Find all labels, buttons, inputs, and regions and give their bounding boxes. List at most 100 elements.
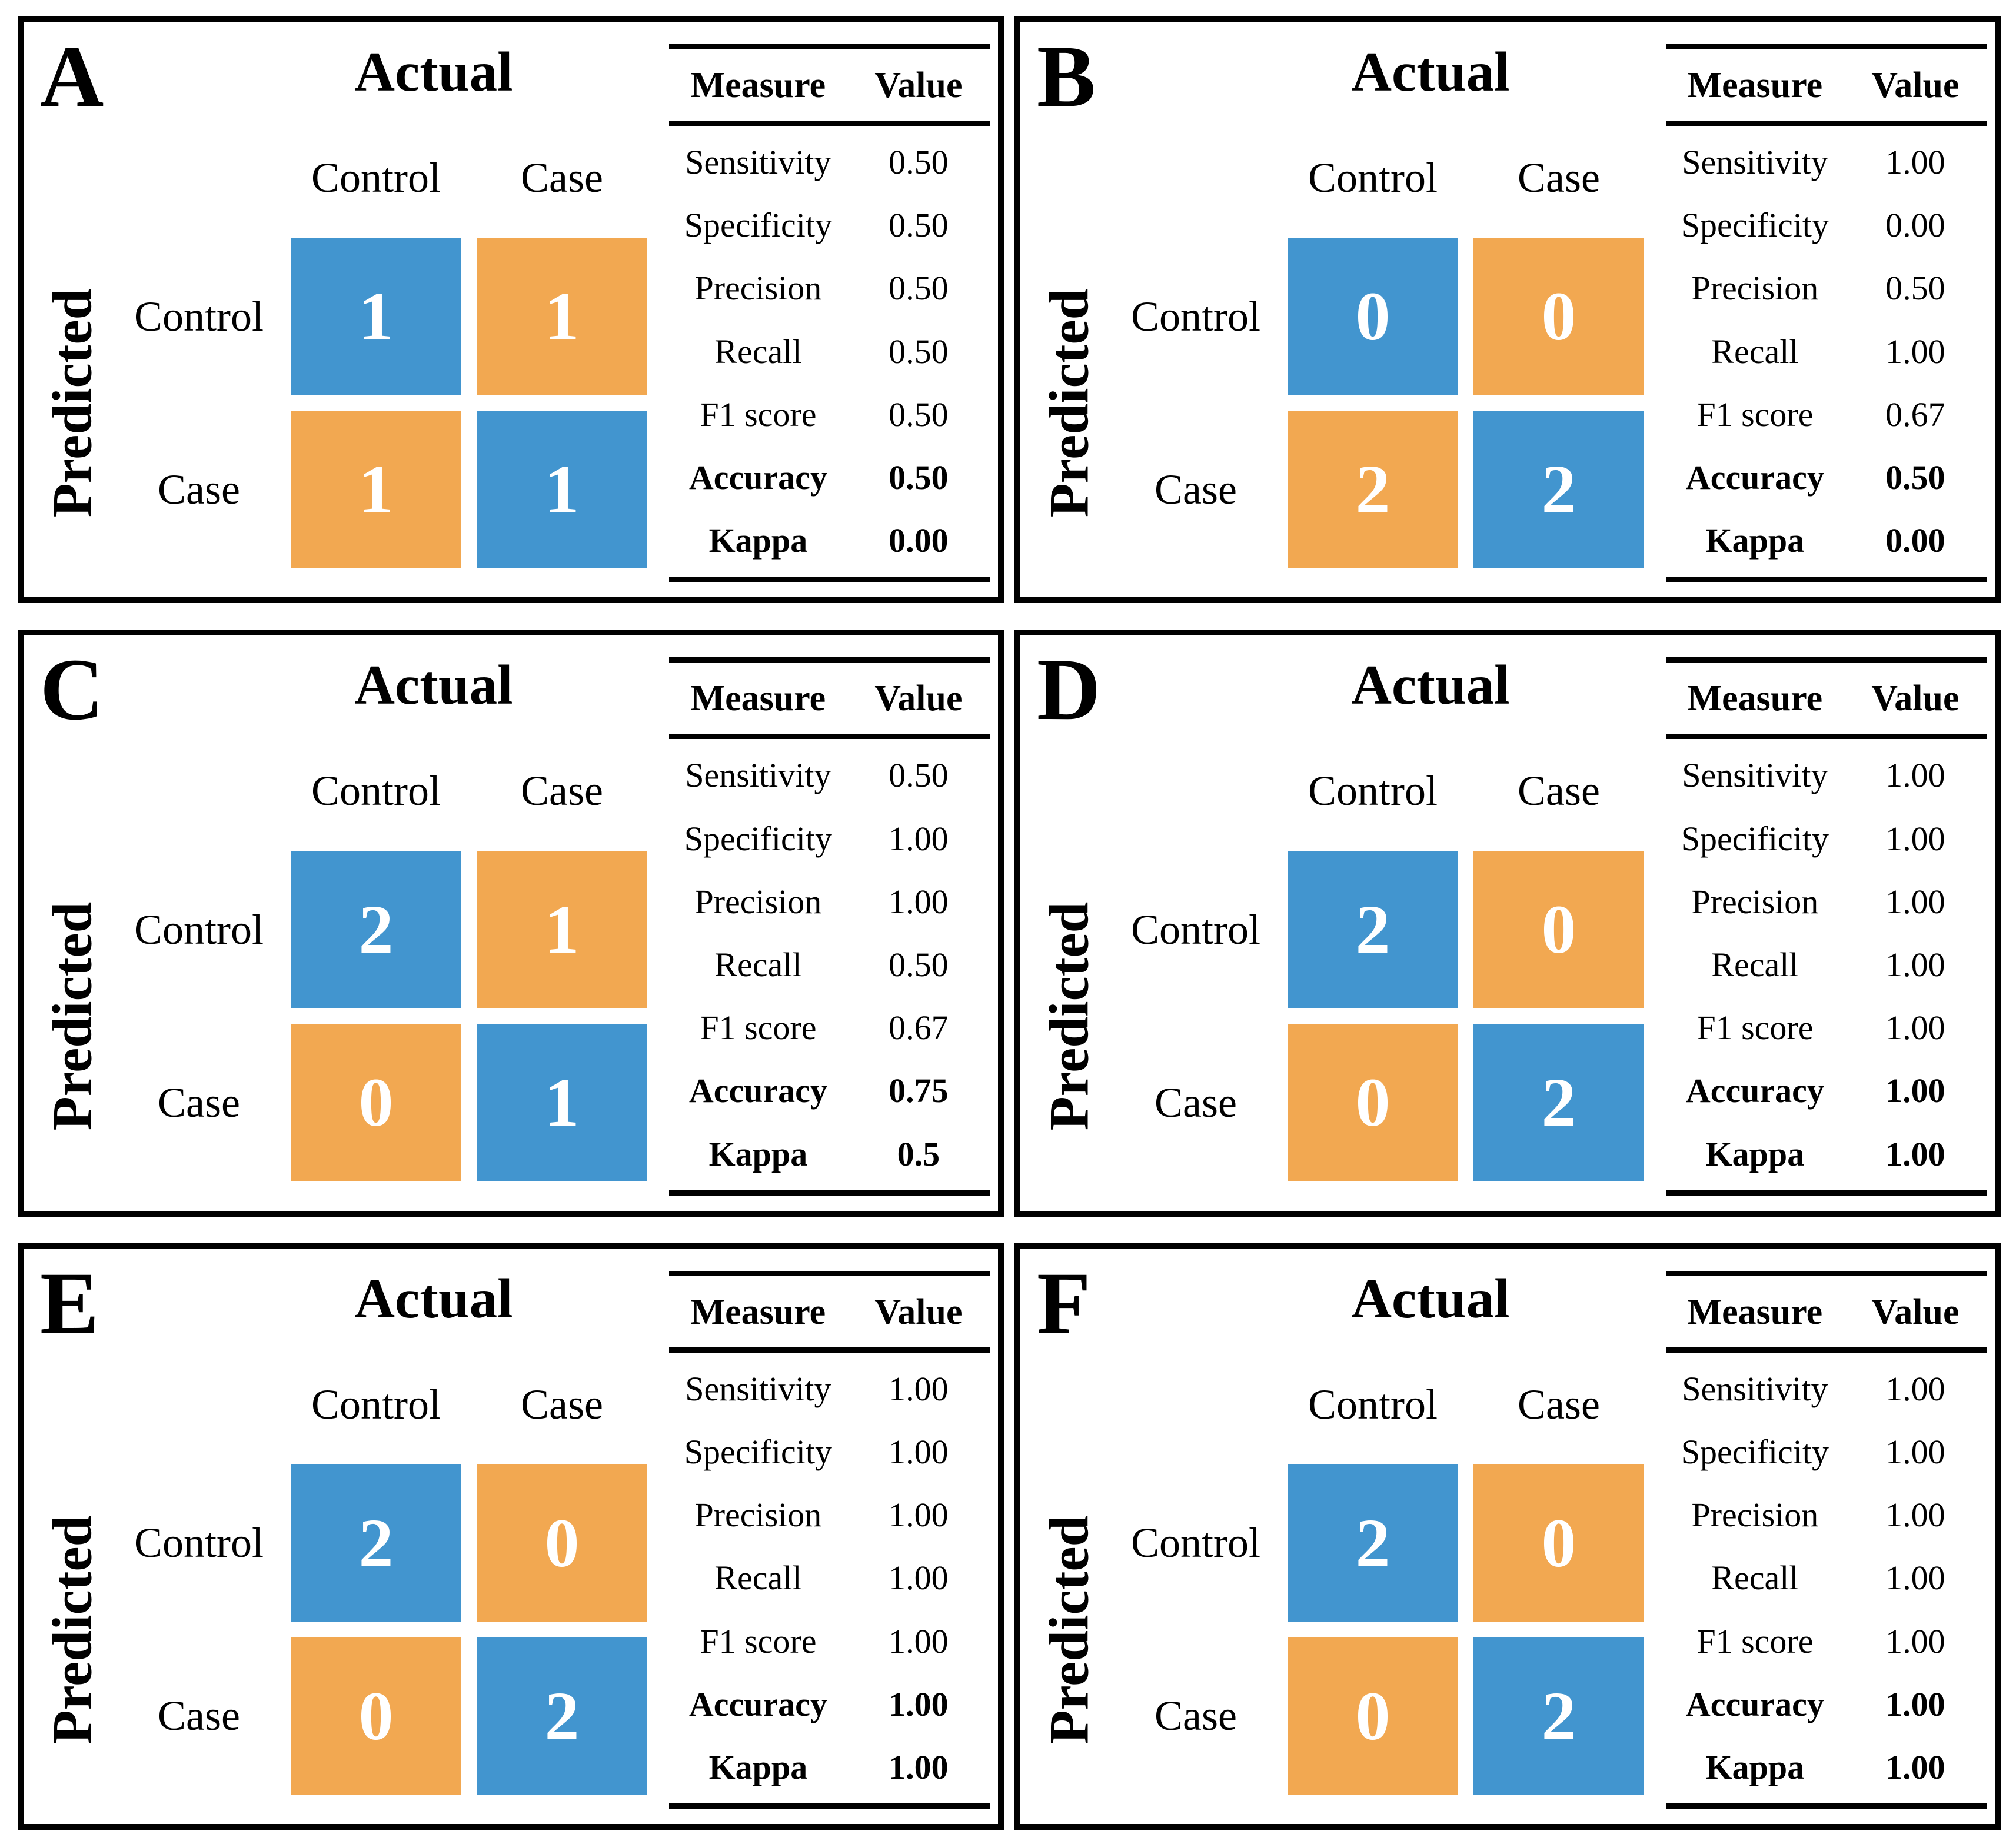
measure-row: Accuracy 1.00 bbox=[1666, 1071, 1987, 1110]
measures-body: Sensitivity 1.00 Specificity 1.00 Precis… bbox=[1666, 1353, 1987, 1803]
actual-col-label-case: Case bbox=[1518, 1380, 1600, 1428]
actual-col-label-case: Case bbox=[1518, 154, 1600, 201]
measure-row: Kappa 1.00 bbox=[1666, 1134, 1987, 1174]
cell-pred-control-actual-control: 2 bbox=[1288, 851, 1458, 1009]
measure-row: F1 score 0.67 bbox=[1666, 395, 1987, 434]
measure-label: Specificity bbox=[684, 1432, 833, 1471]
measure-label: Recall bbox=[714, 1559, 802, 1597]
measure-value: 1.00 bbox=[1885, 1622, 1945, 1660]
predicted-row-label-case: Case bbox=[158, 465, 240, 513]
measure-label: Recall bbox=[714, 945, 802, 984]
measure-row: Sensitivity 0.50 bbox=[669, 142, 990, 182]
measure-value: 1.00 bbox=[1885, 756, 1945, 795]
predicted-axis-label: Predicted bbox=[41, 1515, 103, 1744]
measure-value: 0.50 bbox=[889, 143, 949, 182]
cell-pred-control-actual-case: 0 bbox=[1473, 238, 1644, 395]
panel-letter: C bbox=[40, 641, 104, 739]
cell-pred-control-actual-control: 2 bbox=[291, 1464, 461, 1622]
measure-row: Sensitivity 1.00 bbox=[669, 1369, 990, 1409]
measure-value: 1.00 bbox=[889, 1748, 949, 1786]
confusion-matrix: Actual Control Case Predicted Control Ca… bbox=[36, 1260, 647, 1813]
measure-row: Recall 0.50 bbox=[669, 332, 990, 371]
actual-axis-label: Actual bbox=[354, 1267, 513, 1330]
measure-label: Precision bbox=[694, 269, 822, 308]
measure-label: Accuracy bbox=[688, 1071, 827, 1110]
confusion-matrix: Actual Control Case Predicted Control Ca… bbox=[36, 647, 647, 1200]
measure-column-header: Measure bbox=[690, 678, 826, 719]
measures-body: Sensitivity 1.00 Specificity 1.00 Precis… bbox=[669, 1353, 990, 1803]
measure-label: Accuracy bbox=[1685, 1685, 1824, 1723]
confusion-matrix-panel: A Actual Control Case Predicted Control … bbox=[18, 16, 1004, 604]
measure-label: Specificity bbox=[684, 206, 833, 245]
measure-column-header: Measure bbox=[1687, 65, 1823, 105]
actual-axis-label: Actual bbox=[354, 41, 513, 103]
cell-pred-case-actual-control: 0 bbox=[291, 1024, 461, 1182]
measure-label: Accuracy bbox=[688, 1685, 827, 1723]
cell-pred-control-actual-control: 2 bbox=[1288, 1464, 1458, 1622]
measures-body: Sensitivity 1.00 Specificity 1.00 Precis… bbox=[1666, 739, 1987, 1190]
measure-label: F1 score bbox=[700, 1008, 817, 1047]
measures-table-header: Measure Value bbox=[1666, 1276, 1987, 1353]
actual-axis-label: Actual bbox=[354, 654, 513, 717]
value-column-header: Value bbox=[1871, 678, 1960, 719]
cell-pred-control-actual-case: 1 bbox=[477, 238, 647, 395]
measure-label: Kappa bbox=[1705, 521, 1805, 560]
measure-label: Kappa bbox=[1705, 1134, 1805, 1173]
cell-pred-case-actual-case: 2 bbox=[477, 1637, 647, 1795]
actual-col-label-case: Case bbox=[521, 154, 603, 201]
measure-row: F1 score 0.67 bbox=[669, 1008, 990, 1047]
cell-pred-control-actual-case: 1 bbox=[477, 851, 647, 1009]
actual-col-label-control: Control bbox=[1308, 767, 1438, 815]
measure-row: Recall 1.00 bbox=[1666, 332, 1987, 371]
measure-row: F1 score 1.00 bbox=[1666, 1008, 1987, 1047]
measure-label: Specificity bbox=[684, 819, 833, 858]
measure-value: 1.00 bbox=[1885, 819, 1945, 858]
value-column-header: Value bbox=[874, 1292, 963, 1332]
predicted-row-label-control: Control bbox=[1130, 1519, 1260, 1567]
measure-value: 1.00 bbox=[1885, 1369, 1945, 1408]
measure-value: 0.50 bbox=[889, 206, 949, 245]
actual-col-label-case: Case bbox=[521, 767, 603, 815]
confusion-matrix-panel: E Actual Control Case Predicted Control … bbox=[18, 1243, 1004, 1830]
measure-value: 0.67 bbox=[1885, 395, 1945, 434]
cell-pred-control-actual-control: 0 bbox=[1288, 238, 1458, 395]
measure-column-header: Measure bbox=[1687, 678, 1823, 719]
predicted-row-label-control: Control bbox=[1130, 906, 1260, 953]
measure-value: 1.00 bbox=[1885, 1496, 1945, 1535]
measure-row: Specificity 0.00 bbox=[1666, 205, 1987, 245]
predicted-row-label-control: Control bbox=[1130, 292, 1260, 340]
measure-label: Specificity bbox=[1681, 1432, 1829, 1471]
measures-body: Sensitivity 0.50 Specificity 0.50 Precis… bbox=[669, 126, 990, 577]
measure-label: Precision bbox=[1691, 882, 1819, 921]
value-column-header: Value bbox=[1871, 1292, 1960, 1332]
measure-value: 1.00 bbox=[1885, 1134, 1945, 1173]
measures-table-header: Measure Value bbox=[669, 1276, 990, 1353]
measure-label: Kappa bbox=[1705, 1748, 1805, 1786]
actual-col-label-control: Control bbox=[1308, 154, 1438, 201]
panel-letter: D bbox=[1037, 641, 1101, 739]
measures-table: Measure Value Sensitivity 1.00 Specifici… bbox=[1666, 657, 1987, 1196]
value-column-header: Value bbox=[874, 678, 963, 719]
cell-pred-control-actual-case: 0 bbox=[1473, 851, 1644, 1009]
cell-pred-case-actual-case: 2 bbox=[1473, 1637, 1644, 1795]
measure-row: Recall 1.00 bbox=[1666, 1558, 1987, 1597]
measure-row: F1 score 1.00 bbox=[669, 1622, 990, 1661]
measure-row: Precision 0.50 bbox=[1666, 268, 1987, 308]
panel-letter: A bbox=[40, 28, 104, 125]
cell-pred-case-actual-case: 2 bbox=[1473, 411, 1644, 568]
confusion-matrix-panel: C Actual Control Case Predicted Control … bbox=[18, 630, 1004, 1217]
measure-value: 0.50 bbox=[889, 395, 949, 434]
predicted-row-label-case: Case bbox=[158, 1079, 240, 1126]
measure-value: 1.00 bbox=[1885, 1559, 1945, 1597]
predicted-row-label-case: Case bbox=[1155, 1079, 1237, 1126]
measures-table: Measure Value Sensitivity 1.00 Specifici… bbox=[1666, 44, 1987, 583]
measure-value: 0.50 bbox=[1885, 269, 1945, 308]
measure-row: Sensitivity 1.00 bbox=[1666, 755, 1987, 795]
measures-table: Measure Value Sensitivity 0.50 Specifici… bbox=[669, 657, 990, 1196]
measure-row: Specificity 1.00 bbox=[1666, 819, 1987, 858]
measure-label: Accuracy bbox=[1685, 1071, 1824, 1110]
measure-label: Sensitivity bbox=[1682, 756, 1828, 795]
measure-value: 1.00 bbox=[1885, 1748, 1945, 1786]
predicted-axis-label: Predicted bbox=[41, 901, 103, 1131]
cell-pred-case-actual-control: 0 bbox=[291, 1637, 461, 1795]
